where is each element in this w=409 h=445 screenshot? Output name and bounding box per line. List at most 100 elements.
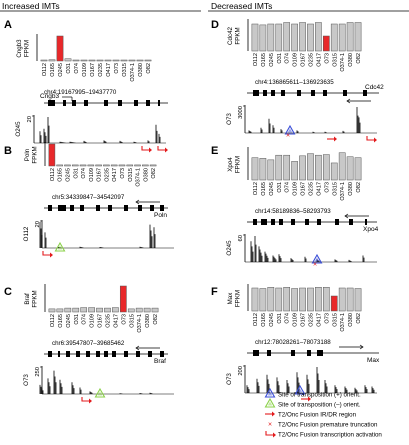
gene-model-exon: [160, 205, 164, 211]
gene-model-exon: [63, 100, 66, 106]
sample-label: O167: [301, 53, 307, 67]
gene-model-exon: [263, 90, 267, 96]
legend-transposition-minus-icon-fill: [267, 401, 273, 406]
fpkm-bar: [119, 285, 127, 313]
fpkm-bar: [134, 164, 141, 167]
fpkm-bar: [71, 164, 79, 167]
transcription-activation-marker-head: [89, 398, 92, 404]
sample-label: O380: [348, 53, 354, 67]
sample-label: O74: [285, 53, 291, 64]
coverage-max-label: 3000: [238, 106, 244, 119]
sample-label: O74: [285, 182, 291, 193]
fpkm-axis-label-line: Cngb3: [16, 39, 23, 58]
genomic-region: chr12:78028261–78073188: [255, 339, 331, 346]
sample-label: O417: [113, 314, 119, 328]
transcription-activation-marker-head: [374, 137, 377, 143]
transposition-plus-marker-fill: [314, 257, 320, 262]
coverage-track-label: O112: [23, 226, 30, 241]
fpkm-axis-label-line: Braf: [24, 293, 31, 305]
fpkm-bar: [291, 288, 298, 312]
sample-label: O73: [114, 63, 120, 74]
fpkm-bar: [259, 24, 267, 52]
sample-label: O374-1: [340, 53, 346, 72]
gene-model-exon: [335, 219, 339, 225]
gene-model-exon: [134, 100, 138, 106]
sample-label: O74: [82, 314, 88, 325]
sample-label: O165: [58, 168, 64, 182]
gene-model-exon: [317, 219, 321, 225]
gene-model-exon: [138, 205, 142, 211]
legend: Site of transposition (+) orient. Site of…: [264, 387, 382, 439]
sample-label: O417: [106, 63, 112, 77]
coverage-max-label: 20: [35, 221, 41, 227]
gene-model-exon: [146, 100, 150, 106]
fpkm-bar: [330, 162, 338, 181]
transposition-plus-marker: [311, 253, 323, 264]
sample-label: O112: [253, 53, 259, 66]
legend-text: T2/Onc Fusion transcription activation: [278, 432, 382, 439]
sample-label: O167: [301, 182, 307, 196]
gene-model-exon: [124, 205, 128, 211]
fpkm-bar: [283, 287, 291, 312]
sample-label: O112: [253, 182, 259, 195]
fpkm-bar: [299, 287, 306, 312]
transposition-plus-marker: [294, 384, 306, 395]
fpkm-bar: [346, 156, 354, 181]
sample-label: O82: [146, 63, 152, 74]
fpkm-bar: [267, 287, 275, 312]
coverage-track-label: O245: [15, 121, 22, 137]
fpkm-bar: [120, 59, 128, 62]
genomic-region: chr14:58189836–58293793: [255, 208, 331, 215]
fpkm-bar: [103, 164, 110, 167]
sample-label: O165: [261, 182, 267, 196]
legend-item: Site of transposition (–) orient.: [264, 397, 361, 409]
fpkm-bar: [143, 307, 151, 313]
panel-letter: E: [211, 145, 218, 157]
fpkm-bar: [251, 157, 259, 181]
sample-label: O417: [316, 313, 322, 327]
legend-text: Site of transposition (+) orient.: [278, 392, 361, 399]
fpkm-bar: [126, 164, 134, 167]
sample-label: O31: [277, 182, 283, 193]
sample-label: O235: [104, 168, 110, 182]
transcription-activation-marker: [141, 146, 149, 151]
sample-label: O109: [89, 168, 95, 182]
fpkm-axis-label-line: Max: [227, 292, 234, 305]
fpkm-bar: [354, 157, 362, 181]
fpkm-bar: [56, 308, 64, 313]
fpkm-axis-label-line: FPKM: [234, 290, 241, 307]
sample-label: O245: [269, 53, 275, 67]
transcription-activation-marker: [157, 146, 165, 151]
fpkm-bar: [88, 307, 95, 313]
direction-arrow-head: [359, 344, 364, 350]
sample-label: O167: [97, 168, 103, 182]
gene-model-exon: [112, 351, 116, 357]
sample-label: O73: [324, 313, 330, 324]
sample-label: O167: [90, 63, 96, 77]
legend-truncation-icon: ×: [268, 422, 272, 429]
sample-label: O374-1: [130, 63, 136, 82]
transcription-activation-marker: [366, 136, 374, 141]
direction-arrow-head: [346, 98, 351, 104]
gene-model-exon: [58, 351, 60, 357]
sample-label: O315: [122, 63, 128, 77]
gene-model-exon: [271, 90, 275, 96]
sample-label: O31: [66, 63, 72, 74]
sample-label: O165: [58, 314, 64, 328]
fpkm-bar: [72, 307, 80, 313]
sample-label: O109: [293, 53, 299, 67]
fpkm-bar: [338, 23, 346, 52]
gene-model-exon: [58, 205, 66, 211]
sample-label: O109: [293, 182, 299, 196]
sample-label: O73: [121, 314, 127, 325]
panel-letter: B: [4, 145, 12, 157]
fpkm-bar: [346, 22, 354, 52]
fpkm-bar: [128, 59, 136, 62]
sample-label: O315: [128, 168, 134, 182]
gene-model-exon: [72, 100, 76, 106]
fpkm-bar: [291, 23, 298, 52]
panel-letter: D: [211, 19, 219, 31]
sample-label: O31: [74, 314, 80, 325]
